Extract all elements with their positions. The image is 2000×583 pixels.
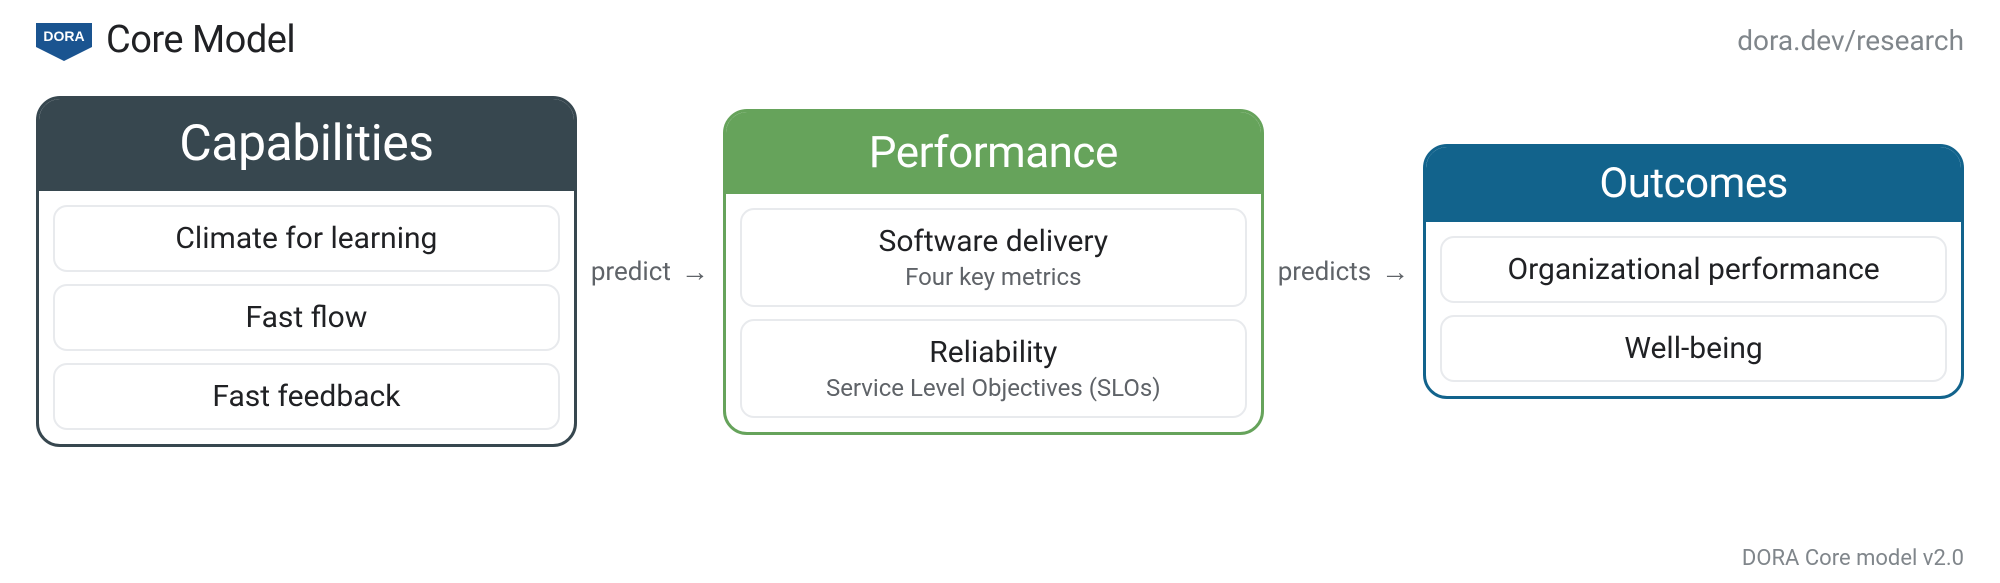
card-performance-body: Software delivery Four key metrics Reliabi…: [726, 194, 1261, 432]
card-item: Software delivery Four key metrics: [740, 208, 1247, 307]
arrow-label: predicts: [1278, 257, 1371, 287]
card-outcomes-title: Outcomes: [1426, 147, 1961, 222]
card-item: Fast flow: [53, 284, 560, 351]
page-title: Core Model: [106, 18, 295, 62]
arrow-icon: →: [1381, 255, 1409, 288]
card-capabilities-title: Capabilities: [39, 99, 574, 191]
card-item: Well-being: [1440, 315, 1947, 382]
card-outcomes-body: Organizational performance Well-being: [1426, 222, 1961, 396]
header-bar: DORA Core Model dora.dev/research: [0, 0, 2000, 72]
header-url: dora.dev/research: [1737, 24, 1964, 57]
card-outcomes: Outcomes Organizational performance Well-…: [1423, 144, 1964, 399]
arrow-predicts: predicts →: [1264, 255, 1423, 288]
card-item: Reliability Service Level Objectives (SLO…: [740, 319, 1247, 418]
card-item: Climate for learning: [53, 205, 560, 272]
card-item-title: Fast flow: [75, 300, 538, 335]
arrow-label: predict: [591, 257, 671, 287]
card-item-title: Software delivery: [762, 224, 1225, 259]
card-item-title: Well-being: [1462, 331, 1925, 366]
core-model-diagram: Capabilities Climate for learning Fast fl…: [0, 72, 2000, 447]
card-item-title: Climate for learning: [75, 221, 538, 256]
card-item: Organizational performance: [1440, 236, 1947, 303]
card-item-title: Reliability: [762, 335, 1225, 370]
card-performance-title: Performance: [726, 112, 1261, 194]
card-capabilities-body: Climate for learning Fast flow Fast feedba…: [39, 191, 574, 444]
card-item-subtitle: Service Level Objectives (SLOs): [762, 374, 1225, 402]
card-item-title: Organizational performance: [1462, 252, 1925, 287]
footer-version: DORA Core model v2.0: [1742, 546, 1964, 571]
card-item-subtitle: Four key metrics: [762, 263, 1225, 291]
card-item-title: Fast feedback: [75, 379, 538, 414]
arrow-icon: →: [681, 255, 709, 288]
card-item: Fast feedback: [53, 363, 560, 430]
svg-text:DORA: DORA: [43, 28, 84, 44]
dora-logo-icon: DORA: [36, 19, 92, 61]
header-left: DORA Core Model: [36, 18, 295, 62]
card-capabilities: Capabilities Climate for learning Fast fl…: [36, 96, 577, 447]
card-performance: Performance Software delivery Four key me…: [723, 109, 1264, 435]
arrow-predict: predict →: [577, 255, 723, 288]
